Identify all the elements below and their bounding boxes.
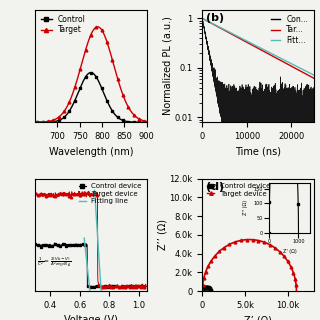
- X-axis label: Wavelength (nm): Wavelength (nm): [49, 147, 133, 156]
- Text: $\frac{1}{C^2}=\frac{2(V_{bi}-V)}{A^2e\varepsilon_0\varepsilon N_A}$: $\frac{1}{C^2}=\frac{2(V_{bi}-V)}{A^2e\v…: [37, 255, 72, 269]
- Y-axis label: Z’’ (Ω): Z’’ (Ω): [158, 220, 168, 250]
- Legend: Con..., Tar..., Fitt...: Con..., Tar..., Fitt...: [269, 13, 310, 46]
- Y-axis label: Normalized PL (a.u.): Normalized PL (a.u.): [163, 17, 173, 115]
- Text: (d): (d): [205, 182, 224, 192]
- X-axis label: Voltage (V): Voltage (V): [64, 316, 118, 320]
- X-axis label: Z’ (Ω): Z’ (Ω): [244, 316, 272, 320]
- Legend: Control device, Target device, Fitting line: Control device, Target device, Fitting l…: [77, 182, 143, 205]
- Legend: Control, Target: Control, Target: [39, 13, 87, 36]
- Text: (b): (b): [205, 13, 224, 23]
- Legend: Control device, Target device: Control device, Target device: [206, 182, 271, 198]
- X-axis label: Time (ns): Time (ns): [235, 147, 281, 156]
